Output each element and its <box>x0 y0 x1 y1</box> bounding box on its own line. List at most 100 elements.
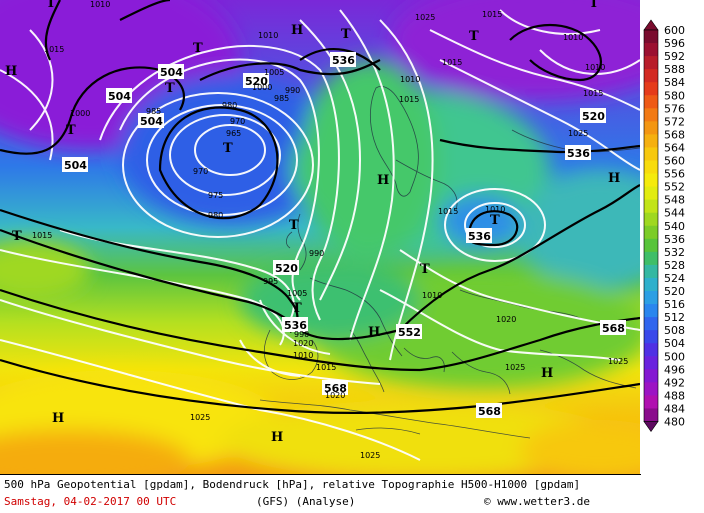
colorbar-swatch <box>644 238 658 253</box>
low-pressure-marker: T <box>420 262 430 277</box>
geo-label: 504 <box>158 64 184 79</box>
pressure-label: 980 <box>208 211 223 220</box>
colorbar-swatch <box>644 212 658 227</box>
pressure-label: 1010 <box>90 0 110 9</box>
colorbar-level-label: 536 <box>664 233 685 246</box>
colorbar-level-label: 544 <box>664 207 685 220</box>
colorbar-level-label: 540 <box>664 220 685 233</box>
svg-text:536: 536 <box>567 147 590 160</box>
colorbar-swatch <box>644 264 658 279</box>
colorbar-level-label: 520 <box>664 285 685 298</box>
colorbar-level-label: 524 <box>664 272 685 285</box>
colorbar-swatch <box>644 173 658 188</box>
colorbar-level-label: 556 <box>664 168 685 181</box>
colorbar-level-label: 516 <box>664 298 685 311</box>
copyright-link[interactable]: © www.wetter3.de <box>484 495 590 508</box>
pressure-label: 1015 <box>399 95 419 104</box>
pressure-label: 990 <box>294 330 309 339</box>
high-pressure-marker: H <box>271 430 283 445</box>
pressure-label: 975 <box>208 191 223 200</box>
colorbar-canvas: 6005965925885845805765725685645605565525… <box>643 19 685 433</box>
colorbar-swatch <box>644 56 658 70</box>
colorbar-swatch <box>644 134 658 148</box>
geo-label: 520 <box>580 108 606 123</box>
colorbar-level-label: 580 <box>664 89 685 102</box>
svg-text:536: 536 <box>332 54 355 67</box>
pressure-label: 1010 <box>293 351 313 360</box>
low-pressure-marker: T <box>165 81 175 96</box>
geo-label: 568 <box>476 403 502 418</box>
pressure-label: 1025 <box>608 357 628 366</box>
pressure-label: 1010 <box>422 291 442 300</box>
pressure-label: 1010 <box>258 31 278 40</box>
colorbar-swatch <box>644 225 658 240</box>
geo-label: 568 <box>322 380 348 395</box>
geo-label: 504 <box>138 113 164 128</box>
svg-text:568: 568 <box>478 405 501 418</box>
colorbar-swatch <box>644 82 658 96</box>
low-pressure-marker: T <box>12 229 22 244</box>
geo-label: 568 <box>600 320 626 335</box>
svg-text:504: 504 <box>108 90 131 103</box>
colorbar-labels: 6005965925885845805765725685645605565525… <box>664 24 685 429</box>
high-pressure-marker: H <box>52 411 64 426</box>
pressure-label: 980 <box>222 101 237 110</box>
geo-label: 536 <box>330 52 356 67</box>
low-pressure-marker: T <box>292 301 302 316</box>
pressure-label: 1025 <box>415 13 435 22</box>
pressure-label: 990 <box>285 86 300 95</box>
low-pressure-marker: T <box>490 213 500 228</box>
colorbar-swatch <box>644 147 658 161</box>
colorbar-level-label: 484 <box>664 402 685 415</box>
colorbar-level-label: 588 <box>664 63 685 76</box>
colorbar-level-label: 572 <box>664 115 685 128</box>
pressure-label: 1010 <box>563 33 583 42</box>
colorbar-swatch <box>644 304 658 318</box>
geo-label: 536 <box>282 317 308 332</box>
colorbar-swatch <box>644 108 658 122</box>
colorbar-swatch <box>644 369 658 383</box>
low-pressure-marker: T <box>469 29 479 44</box>
svg-text:504: 504 <box>160 66 183 79</box>
high-pressure-marker: H <box>608 171 620 186</box>
svg-text:568: 568 <box>324 382 347 395</box>
pressure-label: 1010 <box>585 63 605 72</box>
high-pressure-marker: H <box>377 173 389 188</box>
geo-label: 552 <box>396 324 422 339</box>
colorbar-level-label: 552 <box>664 181 685 194</box>
pressure-label: 1020 <box>496 315 516 324</box>
colorbar-level-label: 500 <box>664 350 685 363</box>
colorbar-swatch <box>644 43 658 57</box>
colorbar-swatch <box>644 343 658 357</box>
low-pressure-marker: T <box>589 0 599 11</box>
pressure-label: 970 <box>230 117 245 126</box>
pressure-label: 965 <box>226 129 241 138</box>
colorbar-level-label: 548 <box>664 194 685 207</box>
pressure-label: 1025 <box>568 129 588 138</box>
colorbar-level-label: 508 <box>664 324 685 337</box>
colorbar-level-label: 512 <box>664 311 685 324</box>
pressure-label: 1015 <box>438 207 458 216</box>
pressure-label: 1015 <box>32 231 52 240</box>
colorbar-swatch <box>644 382 658 396</box>
pressure-label: 1025 <box>190 413 210 422</box>
colorbar-level-label: 576 <box>664 102 685 115</box>
high-pressure-marker: H <box>541 366 553 381</box>
map-footer: 500 hPa Geopotential [gpdam], Bodendruck… <box>0 475 704 513</box>
low-pressure-marker: T <box>46 0 56 11</box>
geo-label: 520 <box>243 73 269 88</box>
pressure-label: 1015 <box>442 58 462 67</box>
colorbar-level-label: 528 <box>664 259 685 272</box>
low-pressure-marker: T <box>289 218 299 233</box>
pressure-label: 1015 <box>44 45 64 54</box>
map-title: 500 hPa Geopotential [gpdam], Bodendruck… <box>4 478 581 491</box>
svg-text:504: 504 <box>140 115 163 128</box>
colorbar-swatch <box>644 69 658 83</box>
colorbar-swatch <box>644 30 658 44</box>
svg-text:568: 568 <box>602 322 625 335</box>
high-pressure-markers: H H H H H H H H <box>5 23 620 445</box>
pressure-label: 1000 <box>252 83 272 92</box>
pressure-label: 970 <box>193 167 208 176</box>
colorbar-bottom-arrow <box>643 421 659 433</box>
geo-label: 536 <box>466 228 492 243</box>
